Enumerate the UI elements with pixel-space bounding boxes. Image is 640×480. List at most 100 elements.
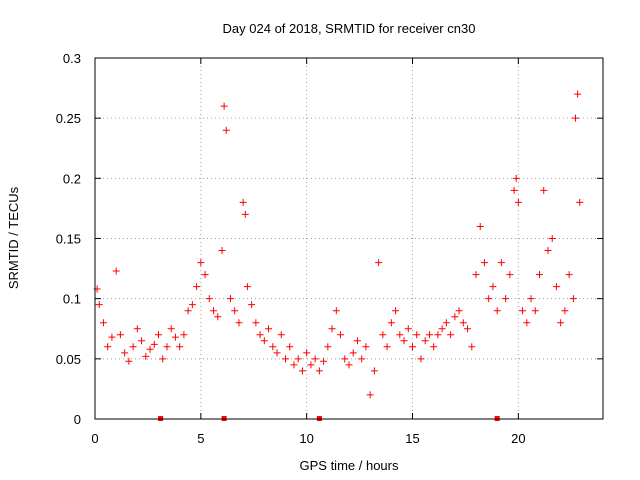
data-point [383,343,391,351]
data-point [375,259,383,267]
data-point [320,357,328,365]
data-point [239,198,247,206]
x-tick-label: 20 [511,431,525,446]
data-point [193,283,201,291]
data-point [337,331,345,339]
data-point [574,90,582,98]
data-point [502,295,510,303]
data-point [497,259,505,267]
y-tick-label: 0.05 [56,352,81,367]
data-point [332,307,340,315]
data-point [315,367,323,375]
y-tick-label: 0.1 [63,292,81,307]
data-point [163,343,171,351]
data-point [353,337,361,345]
data-point [400,337,408,345]
data-point [282,355,289,363]
x-tick-label: 5 [197,431,204,446]
data-point [421,337,429,345]
data-point [298,367,306,375]
data-point [417,355,425,363]
data-point [523,319,531,327]
y-axis-label: SRMTID / TECUs [6,186,21,289]
data-point [459,319,467,327]
data-point [294,355,302,363]
data-point [434,331,442,339]
x-axis-label: GPS time / hours [300,458,399,473]
data-point [442,319,450,327]
data-point [95,301,103,309]
data-point [226,295,234,303]
data-point [576,198,584,206]
x-tick-label: 10 [299,431,313,446]
data-point [205,295,213,303]
data-point [146,345,154,353]
data-point [150,340,158,348]
data-point [235,319,243,327]
data-point [104,343,112,351]
data-point [379,331,387,339]
data-point [269,343,277,351]
data-point [142,352,150,360]
data-point [167,325,175,333]
data-point [290,361,298,369]
data-point [396,331,404,339]
data-point [366,391,374,399]
data-point [561,307,569,315]
data-point [222,126,230,134]
x-axis-ticks: 0 5 10 15 20 [91,58,526,446]
data-point [540,186,548,194]
data-point [277,331,285,339]
data-point [430,343,438,351]
data-point [387,319,395,327]
data-point [409,343,416,351]
data-point [155,331,162,339]
y-tick-label: 0.3 [63,51,81,66]
data-point [125,357,133,365]
data-point [506,271,514,279]
data-point [188,301,196,309]
data-points [93,90,584,399]
data-point [536,271,543,279]
data-point [472,271,480,279]
data-point [476,222,484,230]
data-point [197,259,205,267]
data-point [184,307,192,315]
data-point [455,307,463,315]
data-point [243,283,251,291]
data-point [220,102,228,110]
data-point [349,349,357,357]
data-point [116,331,124,339]
data-point [311,355,319,363]
data-point [303,349,311,357]
data-point [468,343,476,351]
data-point [248,301,256,309]
y-tick-label: 0.15 [56,232,81,247]
data-point [527,295,535,303]
y-tick-label: 0.25 [56,111,81,126]
data-point [571,114,579,122]
data-point [485,295,493,303]
data-point [557,319,565,327]
data-point [425,331,433,339]
data-point [341,355,349,363]
data-point [210,307,218,315]
data-point [265,325,273,333]
data-point [565,271,573,279]
data-point [180,331,188,339]
data-point [108,333,116,341]
data-point [531,307,539,315]
data-point [99,319,107,327]
data-point [121,349,129,357]
data-point [218,247,226,255]
data-point [512,174,520,182]
data-point [519,307,527,315]
data-point [544,247,552,255]
data-point [370,367,378,375]
data-point [273,349,281,357]
data-point [489,283,497,291]
data-point [392,307,400,315]
data-point [451,313,459,321]
data-point [548,235,556,242]
